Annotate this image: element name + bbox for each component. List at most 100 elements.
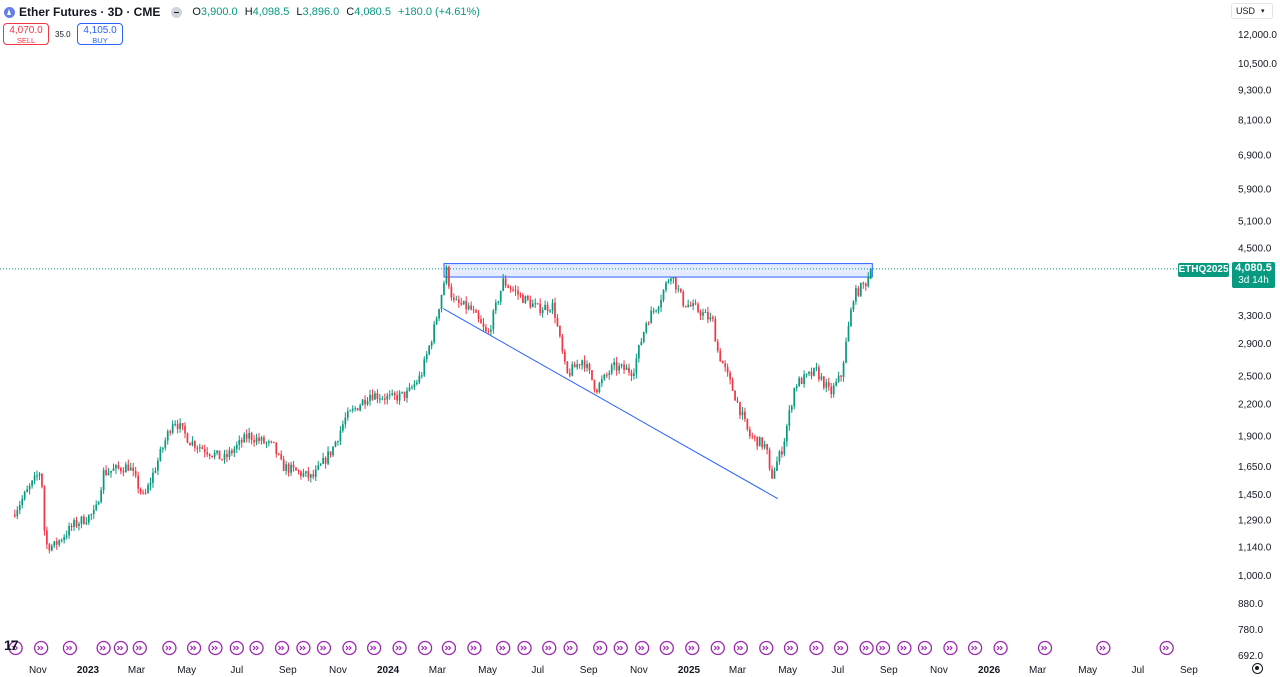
candle-body	[277, 453, 280, 455]
candle-body	[388, 394, 391, 396]
candle-body	[95, 504, 98, 510]
candle-body	[472, 309, 475, 311]
candle-body	[379, 398, 381, 400]
candle-body	[519, 294, 522, 296]
candle-body	[307, 471, 310, 478]
currency-selector[interactable]: USD ▾	[1231, 3, 1273, 19]
candle-body	[859, 282, 862, 296]
candle-body	[309, 474, 312, 478]
candle-body	[48, 544, 51, 551]
symbol-title[interactable]: Ether Futures · 3D · CME	[19, 5, 161, 19]
candle-body	[115, 465, 117, 469]
sell-button[interactable]: 4,070.0 SELL	[3, 23, 49, 45]
event-marker-icon	[441, 640, 457, 656]
candle-body	[226, 454, 228, 457]
x-axis-tick-label: Jul	[531, 665, 544, 676]
candle-body	[847, 326, 850, 342]
event-marker-icon	[563, 640, 578, 656]
candle-body	[157, 460, 159, 471]
candle-body	[561, 336, 564, 352]
event-marker-glyph	[252, 645, 259, 651]
y-axis-tick-label: 2,200.0	[1238, 399, 1272, 410]
candle-body	[63, 536, 66, 541]
candle-body	[386, 395, 389, 400]
event-marker-icon	[783, 640, 799, 656]
candle-body	[28, 485, 31, 490]
candle-body	[840, 375, 842, 377]
event-marker-icon	[162, 640, 177, 656]
candle-body	[196, 447, 199, 449]
candle-body	[645, 323, 648, 332]
event-marker-glyph	[116, 645, 124, 651]
candle-body	[635, 358, 638, 374]
candle-body	[235, 444, 238, 450]
candle-body	[600, 379, 603, 384]
event-marker-glyph	[566, 645, 573, 651]
candle-body	[166, 431, 169, 441]
candle-body	[455, 299, 458, 301]
event-marker-icon	[208, 640, 223, 656]
candle-body	[391, 393, 394, 395]
candle-body	[280, 454, 283, 460]
candle-body	[186, 433, 189, 443]
candle-body	[364, 399, 366, 405]
candle-body	[356, 408, 359, 411]
collapse-icon[interactable]	[171, 6, 183, 18]
candle-body	[233, 449, 236, 454]
candle-body	[194, 441, 196, 448]
candle-body	[618, 365, 620, 371]
candle-body	[142, 492, 144, 494]
event-marker-icon	[229, 640, 244, 656]
candle-body	[766, 444, 768, 450]
candle-body	[342, 424, 344, 431]
candle-body	[526, 296, 529, 300]
candle-body	[189, 442, 191, 446]
candle-body	[36, 475, 38, 477]
event-marker-icon	[296, 640, 311, 656]
candle-body	[692, 303, 694, 307]
support-trendline	[442, 308, 779, 500]
tradingview-logo-icon[interactable]: 17	[4, 637, 19, 653]
candle-body	[159, 449, 162, 461]
candle-body	[790, 406, 793, 411]
event-marker-icon	[467, 640, 482, 656]
candle-body	[573, 364, 576, 368]
candle-body	[494, 302, 497, 311]
candle-body	[541, 310, 544, 314]
event-marker-glyph	[345, 645, 352, 651]
y-axis-tick-label: 1,000.0	[1238, 571, 1272, 582]
candle-body	[354, 408, 357, 410]
last-price-value: 4,080.5	[1235, 262, 1272, 274]
candle-body	[813, 367, 815, 376]
candle-body	[808, 371, 810, 374]
candle-body	[684, 305, 687, 307]
candle-body	[184, 426, 186, 434]
settings-icon[interactable]	[1252, 663, 1263, 674]
candle-body	[401, 391, 403, 393]
x-axis-tick-label: Jul	[230, 665, 243, 676]
candle-body	[58, 540, 61, 545]
candle-body	[403, 391, 406, 398]
candle-body	[699, 311, 702, 316]
event-marker-glyph	[1099, 645, 1106, 651]
candle-body	[334, 441, 337, 447]
candle-body	[721, 361, 724, 364]
currency-label: USD	[1236, 6, 1256, 16]
event-marker-glyph	[713, 645, 721, 651]
candle-body	[68, 525, 70, 536]
candle-body	[734, 390, 736, 401]
candle-body	[129, 467, 132, 471]
candle-body	[124, 464, 127, 473]
candle-body	[408, 387, 411, 391]
event-marker-glyph	[812, 645, 819, 651]
y-axis-tick-label: 1,650.0	[1238, 462, 1272, 473]
event-marker-icon	[496, 640, 511, 656]
candle-body	[741, 411, 744, 416]
candle-body	[238, 439, 241, 445]
candle-body	[265, 442, 268, 444]
buy-button[interactable]: 4,105.0 BUY	[77, 23, 123, 45]
candle-body	[33, 475, 36, 481]
candle-body	[423, 359, 426, 376]
candle-body	[112, 468, 115, 471]
